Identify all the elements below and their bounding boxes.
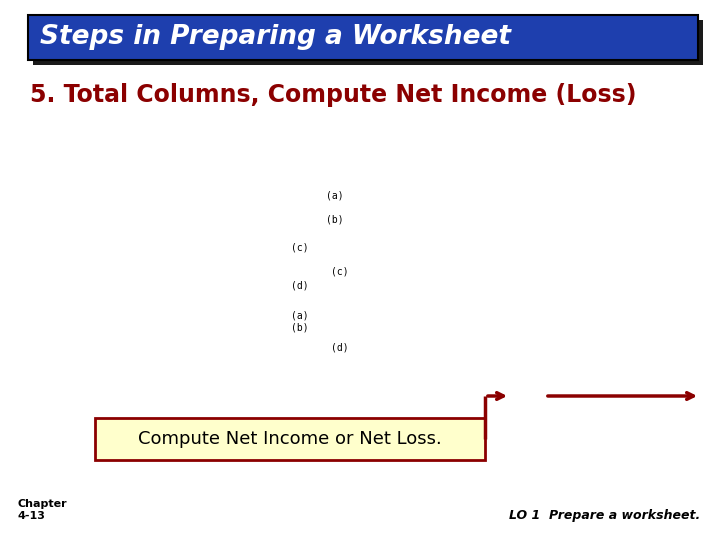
Bar bbox=[95, 418, 485, 460]
Text: LO 1  Prepare a worksheet.: LO 1 Prepare a worksheet. bbox=[509, 509, 700, 522]
Bar bbox=[28, 15, 698, 60]
Text: (a): (a) bbox=[291, 310, 309, 320]
Text: (b): (b) bbox=[326, 215, 344, 225]
Text: Chapter
4-13: Chapter 4-13 bbox=[18, 499, 68, 521]
Text: 5. Total Columns, Compute Net Income (Loss): 5. Total Columns, Compute Net Income (Lo… bbox=[30, 83, 636, 107]
Bar bbox=[33, 20, 703, 65]
Text: (c): (c) bbox=[291, 243, 309, 253]
Text: Compute Net Income or Net Loss.: Compute Net Income or Net Loss. bbox=[138, 430, 442, 448]
Text: (d): (d) bbox=[331, 343, 348, 353]
Text: (a): (a) bbox=[326, 190, 344, 200]
Text: (b): (b) bbox=[291, 323, 309, 333]
Text: (c): (c) bbox=[331, 267, 348, 277]
Text: (d): (d) bbox=[291, 280, 309, 290]
Text: Steps in Preparing a Worksheet: Steps in Preparing a Worksheet bbox=[40, 24, 511, 51]
